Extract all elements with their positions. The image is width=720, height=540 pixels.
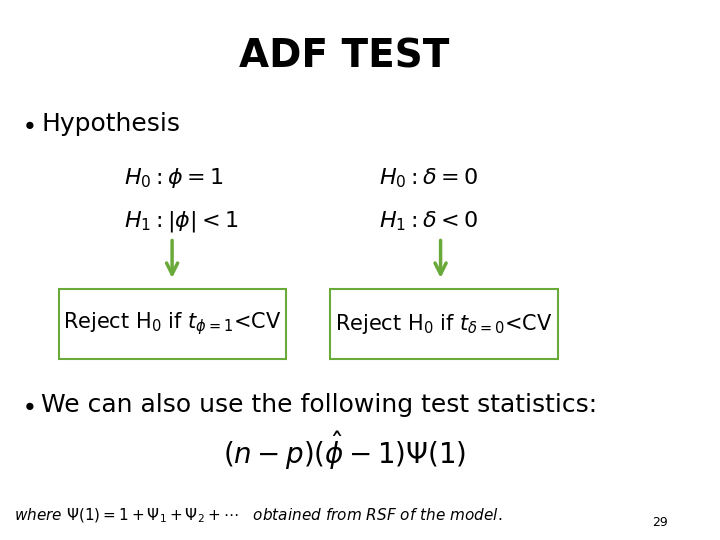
FancyBboxPatch shape: [58, 289, 286, 359]
Text: $H_1 : \delta < 0$: $H_1 : \delta < 0$: [379, 210, 477, 233]
Text: Reject $\mathrm{H_0}$ if $t_{\delta=0}$<CV: Reject $\mathrm{H_0}$ if $t_{\delta=0}$<…: [336, 312, 553, 336]
Text: Reject $\mathrm{H_0}$ if $t_{\phi=1}$<CV: Reject $\mathrm{H_0}$ if $t_{\phi=1}$<CV: [63, 310, 282, 338]
Text: $\bullet$: $\bullet$: [21, 393, 34, 417]
Text: ADF TEST: ADF TEST: [239, 38, 449, 76]
Text: $\mathit{where}\ \Psi(1)=1+\Psi_1+\Psi_2+\cdots$   $\mathit{obtained\ from\ RSF\: $\mathit{where}\ \Psi(1)=1+\Psi_1+\Psi_2…: [14, 507, 502, 525]
Text: $H_0 : \delta = 0$: $H_0 : \delta = 0$: [379, 166, 477, 190]
FancyBboxPatch shape: [330, 289, 557, 359]
Text: 29: 29: [652, 516, 667, 529]
Text: We can also use the following test statistics:: We can also use the following test stati…: [41, 393, 598, 417]
Text: $H_1 : |\phi| < 1$: $H_1 : |\phi| < 1$: [124, 209, 238, 234]
Text: Hypothesis: Hypothesis: [41, 112, 180, 136]
Text: $H_0 : \phi = 1$: $H_0 : \phi = 1$: [124, 166, 223, 190]
Text: $\bullet$: $\bullet$: [21, 112, 34, 136]
Text: $(n-p)(\hat{\phi}-1)\Psi(1)$: $(n-p)(\hat{\phi}-1)\Psi(1)$: [222, 429, 466, 472]
